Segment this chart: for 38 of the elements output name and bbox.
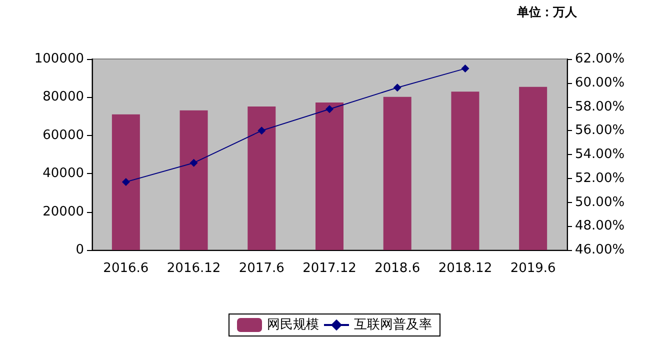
- point: [190, 158, 198, 167]
- y2-tick-label: 52.00%: [575, 170, 625, 186]
- y2-tick-label: 54.00%: [575, 147, 625, 162]
- x-tick-label: 2018.12: [438, 261, 492, 276]
- bar: [383, 96, 412, 250]
- x-tick-label: 2016.12: [166, 261, 221, 276]
- y2-tick-label: 50.00%: [575, 194, 625, 210]
- bar: [180, 110, 208, 250]
- y2-tick-label: 62.00%: [575, 52, 625, 66]
- y-tick-label: 60000: [42, 128, 84, 143]
- y-tick-label: 0: [76, 242, 84, 258]
- legend-label: 网民规模: [267, 318, 319, 332]
- x-tick-label: 2019.6: [510, 261, 556, 276]
- y2-tick-label: 48.00%: [575, 218, 625, 234]
- y2-tick-label: 60.00%: [575, 75, 625, 90]
- bar: [316, 102, 344, 250]
- bar: [519, 86, 548, 250]
- bar: [248, 106, 276, 250]
- x-tick-label: 2016.6: [103, 261, 149, 276]
- legend-label: 互联网普及率: [354, 316, 432, 332]
- point: [461, 64, 470, 73]
- text: 单位：万人: [516, 5, 578, 19]
- y-tick-label: 20000: [42, 204, 84, 220]
- y2-tick-label: 56.00%: [575, 123, 625, 138]
- point: [258, 126, 266, 135]
- x-tick-label: 2018.6: [374, 261, 420, 276]
- x-tick-label: 2017.6: [238, 261, 284, 276]
- point: [326, 105, 334, 114]
- x-tick-label: 2017.12: [302, 261, 356, 276]
- bar: [451, 92, 480, 250]
- y-tick-label: 40000: [42, 166, 84, 182]
- bar: [112, 114, 140, 250]
- point: [393, 84, 402, 92]
- y-tick-label: 80000: [42, 90, 84, 105]
- y-tick-label: 100000: [34, 52, 84, 66]
- y2-tick-label: 58.00%: [575, 99, 625, 114]
- y2-tick-label: 46.00%: [575, 242, 625, 258]
- point: [122, 178, 130, 186]
